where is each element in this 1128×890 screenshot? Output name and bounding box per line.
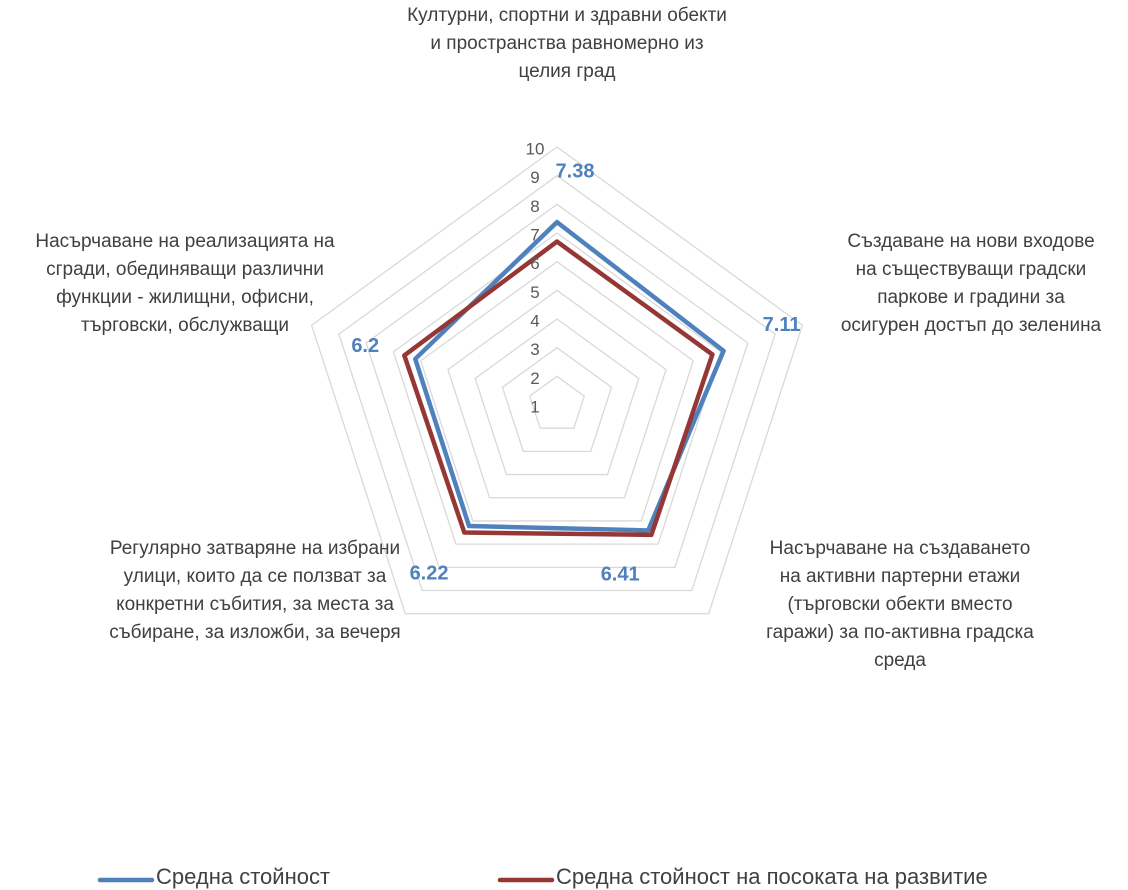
category-label: Насърчаване на реализацията на сгради, о… <box>35 231 335 336</box>
axis-tick-label: 2 <box>530 369 539 388</box>
axis-tick-label: 4 <box>530 311 539 330</box>
grid-ring <box>310 146 804 615</box>
category-label: Регулярно затваряне на избрани улици, ко… <box>109 538 401 643</box>
grid-ring <box>501 346 613 453</box>
axis-tick-label: 7 <box>530 225 539 244</box>
grid-ring <box>528 375 586 429</box>
data-label: 7.38 <box>556 160 595 182</box>
data-label: 6.2 <box>351 335 379 357</box>
grid-ring <box>365 203 749 568</box>
legend-label: Средна стойност <box>156 864 330 889</box>
legend-label: Средна стойност на посоката на развитие <box>556 864 988 889</box>
data-label: 6.22 <box>410 562 449 584</box>
axis-tick-label: 8 <box>530 197 539 216</box>
axis-tick-label: 5 <box>530 283 539 302</box>
data-label: 6.41 <box>601 564 640 586</box>
axis-tick-label: 1 <box>530 397 539 416</box>
grid-ring <box>447 289 667 499</box>
category-label: Създаване на нови входове на съществуващ… <box>840 231 1102 336</box>
series-line <box>402 239 715 538</box>
axis-tick-label: 6 <box>530 254 539 273</box>
axis-tick-label: 9 <box>530 168 539 187</box>
grid-ring <box>419 260 695 522</box>
series-line <box>412 219 726 533</box>
grid-ring <box>392 232 722 545</box>
data-label: 7.11 <box>763 314 801 336</box>
axis-tick-label: 3 <box>530 340 539 359</box>
category-label: Културни, спортни и здравни обекти и про… <box>407 5 727 82</box>
axis-tick-label: 10 <box>526 139 545 158</box>
category-label: Насърчаване на създаването на активни па… <box>766 538 1034 671</box>
grid-ring <box>338 174 776 592</box>
grid-ring <box>474 318 640 476</box>
